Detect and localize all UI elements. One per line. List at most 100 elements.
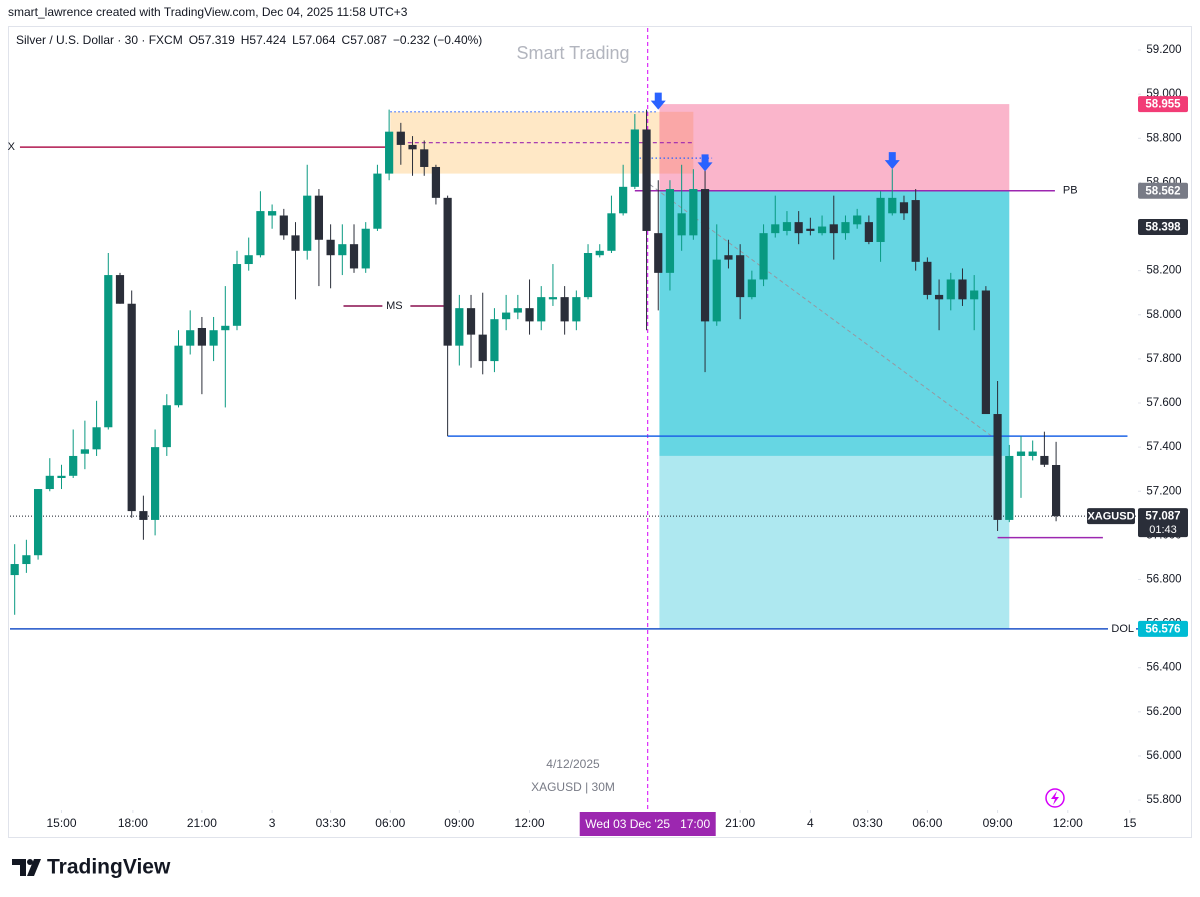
candle-body <box>478 334 487 362</box>
candle-body <box>513 308 522 313</box>
y-tick-label: 55.800 <box>1146 794 1181 806</box>
x-tick-label: 18:00 <box>118 816 148 830</box>
candle-body <box>92 427 101 450</box>
candle-body <box>127 303 136 512</box>
candle-body <box>829 224 838 234</box>
last-price-label: 57.087 <box>1145 511 1180 523</box>
candle-body <box>607 213 616 251</box>
candle-body <box>338 244 347 256</box>
price-badge-label: 58.562 <box>1145 185 1180 197</box>
candle-body <box>665 189 675 273</box>
candle-body <box>303 195 312 251</box>
candle-body <box>349 244 359 269</box>
ohlc-value: 57.319 <box>198 33 235 47</box>
candle-body <box>373 173 382 229</box>
candle-body <box>981 290 990 415</box>
candle-body <box>268 211 277 216</box>
zone <box>659 455 1010 629</box>
candle-body <box>174 345 183 406</box>
candle-body <box>326 239 335 256</box>
level-label: PB <box>1063 185 1078 197</box>
y-tick-label: 58.200 <box>1146 265 1181 277</box>
candles-layer <box>10 109 1061 615</box>
candle-body <box>1040 455 1049 465</box>
candle-body <box>782 222 792 231</box>
candle-body <box>970 290 979 300</box>
x-tick-label: 09:00 <box>444 816 474 830</box>
candle-body <box>314 195 324 240</box>
candle-body <box>677 213 686 236</box>
candle-body <box>256 211 265 256</box>
candle-body <box>408 144 417 150</box>
y-tick-label: 57.200 <box>1146 485 1181 497</box>
price-badge-label: 58.398 <box>1145 222 1181 234</box>
candle-body <box>232 264 242 326</box>
candle-body <box>151 447 160 520</box>
x-tick-label: 15:00 <box>46 816 76 830</box>
x-tick-label: 03:30 <box>316 816 346 830</box>
x-tick-label: 09:00 <box>983 816 1013 830</box>
candle-body <box>115 275 125 304</box>
level-label-bg <box>1108 621 1136 636</box>
candle-body <box>712 259 721 322</box>
candle-body <box>958 279 967 300</box>
symbol-badge <box>1087 508 1135 525</box>
candle-body <box>443 197 452 346</box>
candle-body <box>361 228 370 269</box>
ohlc-label: C <box>342 33 351 47</box>
countdown-label: 01:43 <box>1149 524 1177 536</box>
candle-body <box>104 275 113 428</box>
y-tick-label: 57.600 <box>1146 397 1181 409</box>
zones-layer <box>390 104 1010 629</box>
candle-body <box>385 131 394 174</box>
alert-icon[interactable] <box>1045 788 1065 808</box>
candle-body <box>57 475 66 479</box>
watermark-ticker: XAGUSD | 30M <box>531 780 615 794</box>
level-label: X <box>8 141 16 153</box>
crosshair-time-badge <box>579 812 716 836</box>
candle-body <box>794 222 803 234</box>
candle-body <box>221 325 230 331</box>
candle-body <box>654 233 663 273</box>
watermark-title: Smart Trading <box>516 43 629 63</box>
candle-body <box>572 297 581 322</box>
level-label-bg <box>1060 183 1089 198</box>
y-tick-label: 58.800 <box>1146 132 1181 144</box>
candle-body <box>10 564 19 576</box>
candle-body <box>244 255 253 265</box>
x-tick-label: 21:00 <box>187 816 217 830</box>
candle-body <box>595 250 604 256</box>
y-tick-label: 59.200 <box>1146 44 1181 56</box>
x-tick-label: 06:00 <box>375 816 405 830</box>
symbol: Silver / U.S. Dollar · 30 · FXCM <box>16 33 183 47</box>
candle-body <box>993 414 1002 520</box>
candle-body <box>934 294 944 300</box>
footer-logo: TradingView <box>47 856 171 879</box>
ohlc-value: 57.424 <box>249 33 286 47</box>
x-tick-label: 21:00 <box>725 816 755 830</box>
x-tick-label: 15 <box>1123 816 1137 830</box>
ohlc-value: 57.087 <box>350 33 387 47</box>
candle-body <box>291 235 300 251</box>
y-tick-label: 56.200 <box>1146 706 1181 718</box>
candle-body <box>186 330 195 346</box>
candle-body <box>619 186 628 214</box>
candle-body <box>80 449 89 454</box>
price-badge-label: 58.955 <box>1145 99 1181 111</box>
y-tick-label: 57.400 <box>1146 441 1181 453</box>
last-price-badge <box>1138 508 1188 538</box>
ohlc-label: O <box>189 33 198 47</box>
x-tick-label: 06:00 <box>912 816 942 830</box>
candle-body <box>455 308 464 346</box>
price-badge <box>1138 96 1188 113</box>
zone <box>659 104 1010 191</box>
candle-body <box>537 297 546 322</box>
candle-body <box>700 189 710 322</box>
candle-body <box>876 197 885 242</box>
watermark-date: 4/12/2025 <box>546 757 600 771</box>
y-tick-label: 56.000 <box>1146 750 1181 762</box>
candle-body <box>583 253 593 298</box>
candle-body <box>69 455 78 476</box>
tradingview-logo-icon <box>12 859 41 876</box>
